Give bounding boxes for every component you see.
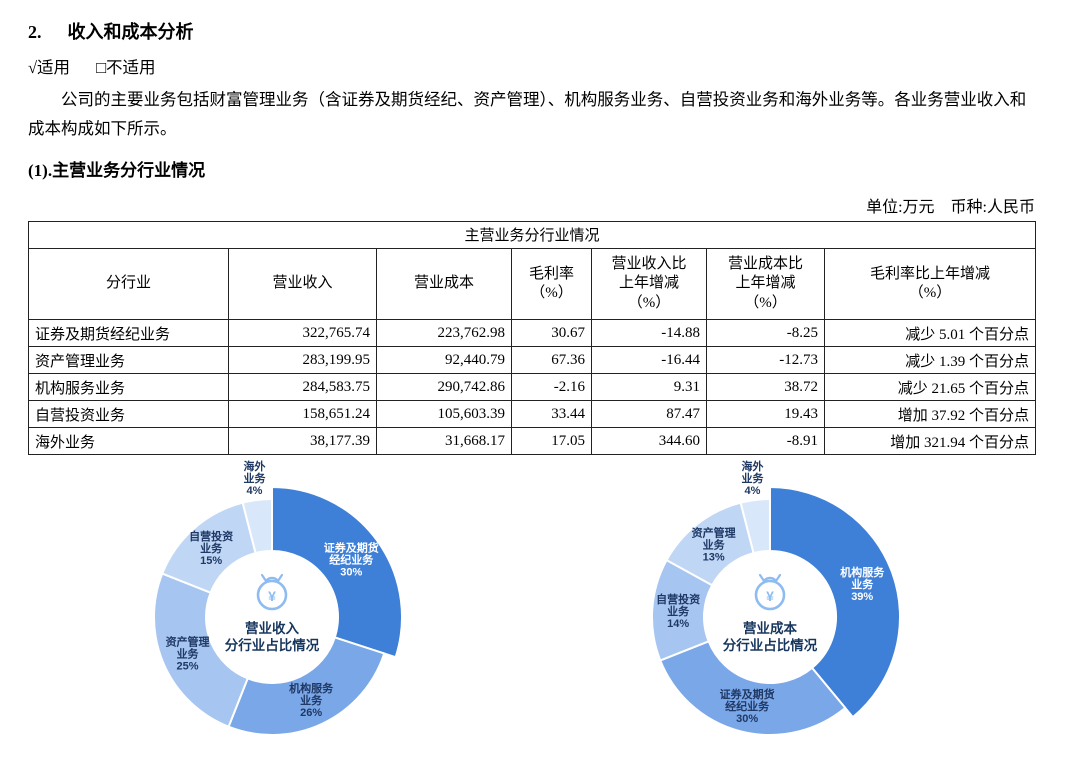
cell-revenue-yoy: -16.44: [591, 346, 707, 375]
cell-revenue: 38,177.39: [228, 427, 377, 456]
cell-industry: 自营投资业务: [28, 400, 229, 429]
slice-label: 海外业务 4%: [243, 459, 266, 497]
cell-cost-yoy: -8.25: [706, 319, 825, 348]
cell-revenue: 158,651.24: [228, 400, 377, 429]
column-header-industry: 分行业: [28, 247, 229, 321]
charts-row: 证券及期货经纪业务 30% 机构服务业务 26% 资产管理业务 25% 自营投资业务 15% 海…: [28, 459, 1052, 769]
cell-margin-yoy: 减少 1.39 个百分点: [823, 346, 1037, 375]
chart-center-title: 分行业占比情况: [723, 637, 818, 653]
donut-slice: [241, 498, 273, 555]
cell-revenue-yoy: 344.60: [591, 427, 707, 456]
cost-donut-chart: 机构服务业务 39% 证券及期货经纪业务 30% 自营投资业务 14% 资产管理业务 13% 海…: [620, 459, 920, 769]
slice-label: 自营投资业务 14%: [656, 592, 700, 630]
cell-revenue-yoy: -14.88: [591, 319, 707, 348]
table-row: 海外业务 38,177.39 31,668.17 17.05 344.60 -8…: [28, 427, 1037, 456]
cell-gross-margin: 67.36: [511, 346, 592, 375]
donut-slice: [153, 572, 250, 729]
cell-revenue: 283,199.95: [228, 346, 377, 375]
chart-center-title: 营业成本: [743, 620, 797, 636]
cell-gross-margin: 33.44: [511, 400, 592, 429]
cell-gross-margin: 30.67: [511, 319, 592, 348]
cell-cost: 223,762.98: [376, 319, 512, 348]
cell-cost: 105,603.39: [376, 400, 512, 429]
table-row: 资产管理业务 283,199.95 92,440.79 67.36 -16.44…: [28, 346, 1037, 375]
cell-cost: 31,668.17: [376, 427, 512, 456]
slice-label: 资产管理业务 25%: [166, 635, 210, 673]
cell-margin-yoy: 增加 321.94 个百分点: [823, 427, 1037, 456]
cell-industry: 海外业务: [28, 427, 229, 456]
donut-slice: [769, 486, 901, 719]
section-number: 2.: [28, 22, 42, 42]
donut-chart-svg: 机构服务业务 39% 证券及期货经纪业务 30% 自营投资业务 14% 资产管理业务 13%海…: [651, 459, 901, 737]
chart-center-title: 分行业占比情况: [225, 637, 320, 653]
not-applicable-option: □不适用: [96, 58, 156, 77]
cell-gross-margin: 17.05: [511, 427, 592, 456]
table-caption-row: 主营业务分行业情况: [27, 220, 1037, 249]
table-row: 机构服务业务 284,583.75 290,742.86 -2.16 9.31 …: [28, 373, 1037, 402]
slice-label: 机构服务业务 39%: [840, 565, 885, 603]
unit-note: 单位:万元 币种:人民币: [866, 198, 1035, 216]
cell-industry: 资产管理业务: [28, 346, 229, 375]
intro-paragraph: 公司的主要业务包括财富管理业务（含证券及期货经纪、资产管理）、机构服务业务、自营…: [28, 90, 1027, 138]
cell-revenue: 322,765.74: [228, 319, 377, 348]
yen-symbol: ¥: [268, 588, 276, 604]
slice-label: 海外业务 4%: [741, 459, 764, 497]
cell-cost: 290,742.86: [376, 373, 512, 402]
money-bag-icon: ¥: [754, 574, 786, 611]
applicability-line: √适用 □不适用: [28, 54, 1052, 78]
cell-cost: 92,440.79: [376, 346, 512, 375]
table-header-row: 分行业 营业收入 营业成本 毛利率 （%） 营业收入比 上年增减 （%） 营业成…: [28, 247, 1037, 321]
money-bag-icon: ¥: [256, 574, 288, 611]
cell-margin-yoy: 减少 5.01 个百分点: [823, 319, 1037, 348]
slice-label: 证券及期货经纪业务 30%: [324, 541, 379, 579]
section-title: 收入和成本分析: [67, 22, 194, 42]
cell-margin-yoy: 减少 21.65 个百分点: [823, 373, 1037, 402]
cell-cost-yoy: -8.91: [706, 427, 825, 456]
revenue-donut-chart: 证券及期货经纪业务 30% 机构服务业务 26% 资产管理业务 25% 自营投资业务 15% 海…: [122, 459, 422, 769]
slice-label: 证券及期货经纪业务 30%: [720, 687, 775, 725]
column-header-revenue-yoy: 营业收入比 上年增减 （%）: [591, 247, 707, 321]
column-header-revenue: 营业收入: [228, 247, 377, 321]
column-header-gross-margin: 毛利率 （%）: [511, 247, 592, 321]
donut-chart-svg: 证券及期货经纪业务 30% 机构服务业务 26% 资产管理业务 25% 自营投资业务 15% 海…: [153, 459, 403, 737]
column-header-cost-yoy: 营业成本比 上年增减 （%）: [706, 247, 825, 321]
column-header-cost: 营业成本: [376, 247, 512, 321]
slice-label: 自营投资业务 15%: [189, 529, 233, 567]
table-row: 证券及期货经纪业务 322,765.74 223,762.98 30.67 -1…: [28, 319, 1037, 348]
chart-center-title: 营业收入: [245, 620, 299, 636]
donut-slice: [658, 640, 847, 737]
cell-cost-yoy: 38.72: [706, 373, 825, 402]
cell-margin-yoy: 增加 37.92 个百分点: [823, 400, 1037, 429]
applicable-option: √适用: [28, 58, 71, 77]
cell-revenue-yoy: 87.47: [591, 400, 707, 429]
cell-revenue: 284,583.75: [228, 373, 377, 402]
column-header-margin-yoy: 毛利率比上年增减 （%）: [823, 247, 1037, 321]
table-row: 自营投资业务 158,651.24 105,603.39 33.44 87.47…: [28, 400, 1037, 429]
yen-symbol: ¥: [766, 588, 774, 604]
cell-industry: 机构服务业务: [28, 373, 229, 402]
donut-slice: [227, 636, 386, 737]
cell-cost-yoy: 19.43: [706, 400, 825, 429]
cell-gross-margin: -2.16: [511, 373, 592, 402]
donut-slice: [739, 498, 771, 555]
table-caption: 主营业务分行业情况: [27, 220, 1037, 249]
slice-label: 资产管理业务 13%: [692, 526, 736, 564]
cell-industry: 证券及期货经纪业务: [28, 319, 229, 348]
section-heading: 2. 收入和成本分析: [28, 18, 1052, 44]
subsection-heading: (1).主营业务分行业情况: [28, 160, 206, 180]
cell-revenue-yoy: 9.31: [591, 373, 707, 402]
donut-slice: [271, 486, 403, 659]
cell-cost-yoy: -12.73: [706, 346, 825, 375]
industry-breakdown-table: 主营业务分行业情况 分行业 营业收入 营业成本 毛利率 （%） 营业收入比 上年…: [27, 220, 1037, 456]
slice-label: 机构服务业务 26%: [289, 681, 334, 719]
